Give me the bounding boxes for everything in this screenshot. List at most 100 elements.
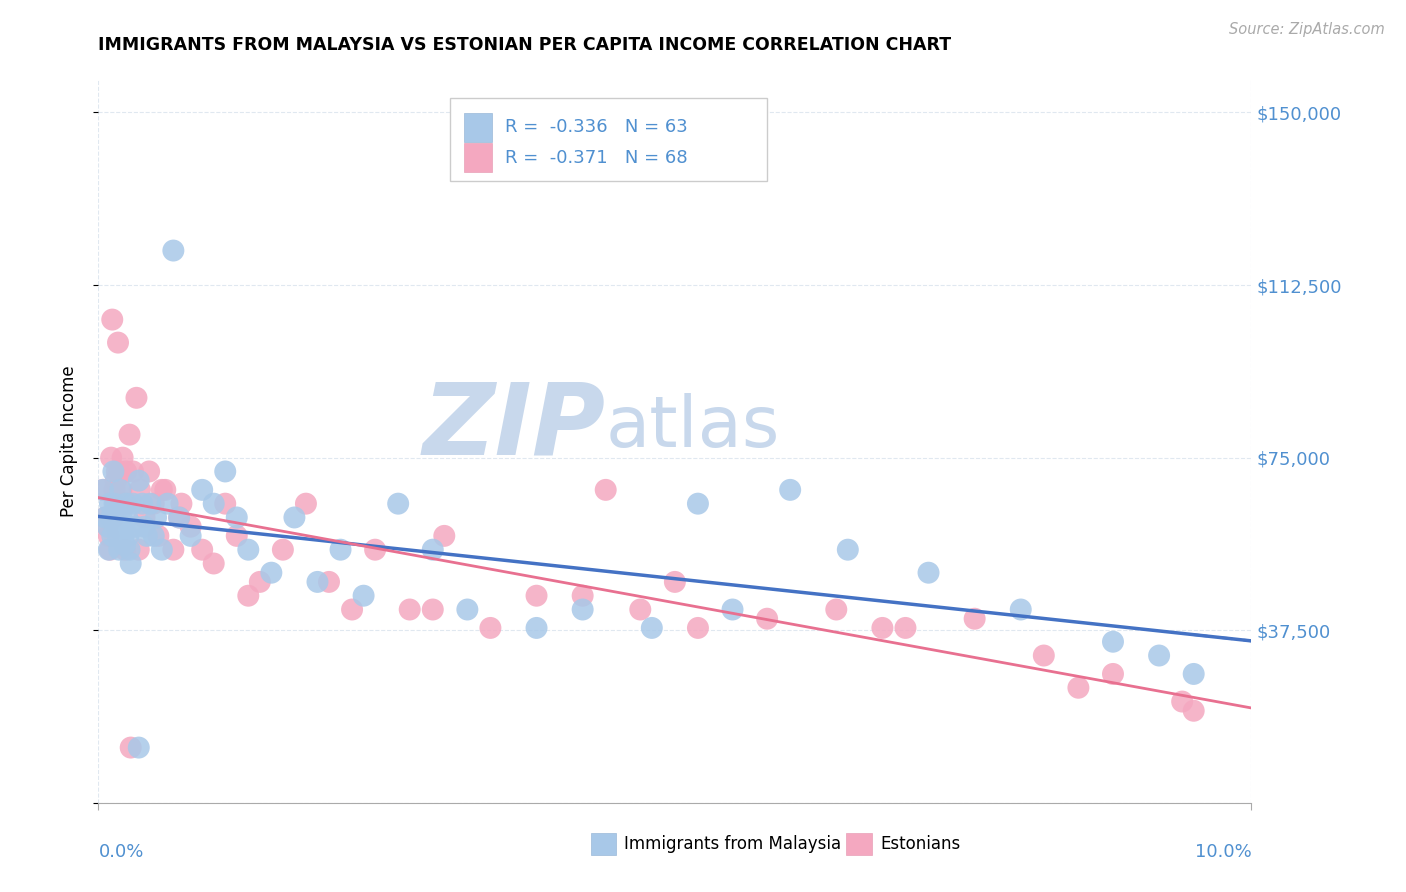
Point <box>135 529 157 543</box>
Point <box>422 542 444 557</box>
Text: IMMIGRANTS FROM MALAYSIA VS ESTONIAN PER CAPITA INCOME CORRELATION CHART: IMMIGRANTS FROM MALAYSIA VS ESTONIAN PER… <box>98 36 952 54</box>
Point <box>105 519 128 533</box>
Point <box>97 529 120 543</box>
Point <box>1102 667 1125 681</box>
Point <box>104 506 127 520</box>
Point <box>114 538 136 552</box>
Text: Estonians: Estonians <box>880 835 960 853</box>
Point <box>110 483 132 497</box>
Point <box>128 542 150 557</box>
Point <box>111 450 134 465</box>
Point <box>103 465 125 479</box>
Point <box>340 602 363 616</box>
Point <box>103 497 125 511</box>
Point <box>112 497 135 511</box>
Point <box>387 497 409 511</box>
Point <box>1182 704 1205 718</box>
Point <box>837 542 859 557</box>
Point <box>571 602 593 616</box>
Point <box>260 566 283 580</box>
Point <box>479 621 502 635</box>
Point <box>162 542 184 557</box>
FancyBboxPatch shape <box>450 98 768 181</box>
Point <box>271 542 294 557</box>
Point <box>872 621 894 635</box>
Point <box>238 589 260 603</box>
Point <box>117 529 139 543</box>
Point <box>122 497 145 511</box>
Point <box>779 483 801 497</box>
Point <box>142 497 165 511</box>
Point <box>117 510 139 524</box>
Point <box>1067 681 1090 695</box>
Point <box>134 510 156 524</box>
Text: 0.0%: 0.0% <box>98 843 143 861</box>
Point <box>107 529 129 543</box>
Point <box>156 497 179 511</box>
Point <box>125 391 148 405</box>
Point <box>122 465 145 479</box>
Point <box>120 557 142 571</box>
Point <box>191 483 214 497</box>
Point <box>641 621 664 635</box>
Point <box>114 542 136 557</box>
Point <box>526 589 548 603</box>
Point <box>180 529 202 543</box>
Point <box>318 574 340 589</box>
Text: R =  -0.336   N = 63: R = -0.336 N = 63 <box>505 119 688 136</box>
Point <box>1032 648 1054 663</box>
Point <box>664 574 686 589</box>
Point <box>100 450 122 465</box>
Point <box>105 465 128 479</box>
Point <box>329 542 352 557</box>
Point <box>138 465 160 479</box>
Text: Source: ZipAtlas.com: Source: ZipAtlas.com <box>1229 22 1385 37</box>
Point <box>202 497 225 511</box>
FancyBboxPatch shape <box>464 112 492 142</box>
Point <box>91 483 114 497</box>
Point <box>108 465 131 479</box>
Text: R =  -0.371   N = 68: R = -0.371 N = 68 <box>505 149 688 167</box>
Point <box>1182 667 1205 681</box>
Y-axis label: Per Capita Income: Per Capita Income <box>59 366 77 517</box>
Point <box>124 519 146 533</box>
Point <box>101 529 124 543</box>
Point <box>162 244 184 258</box>
Point <box>111 519 134 533</box>
Point <box>283 510 305 524</box>
Point <box>103 510 125 524</box>
Point <box>249 574 271 589</box>
Point <box>104 497 127 511</box>
Point <box>167 510 190 524</box>
Point <box>721 602 744 616</box>
Point <box>686 621 709 635</box>
Point <box>98 497 121 511</box>
Point <box>894 621 917 635</box>
Point <box>180 519 202 533</box>
Text: ZIP: ZIP <box>423 378 606 475</box>
Point <box>104 474 127 488</box>
Point <box>139 497 162 511</box>
Text: Immigrants from Malaysia: Immigrants from Malaysia <box>624 835 841 853</box>
Point <box>110 483 132 497</box>
Point <box>110 510 132 524</box>
Point <box>214 497 236 511</box>
Point <box>115 465 138 479</box>
Point <box>148 529 170 543</box>
Point <box>112 529 135 543</box>
Point <box>94 510 117 524</box>
Point <box>91 483 114 497</box>
Point <box>118 427 141 442</box>
Point <box>128 474 150 488</box>
Point <box>238 542 260 557</box>
Point <box>145 510 167 524</box>
Point <box>115 497 138 511</box>
Point <box>295 497 318 511</box>
Point <box>98 542 121 557</box>
Point <box>686 497 709 511</box>
Text: 10.0%: 10.0% <box>1195 843 1251 861</box>
Point <box>103 483 125 497</box>
Text: atlas: atlas <box>606 392 780 461</box>
Point <box>1102 634 1125 648</box>
Point <box>1171 694 1194 708</box>
